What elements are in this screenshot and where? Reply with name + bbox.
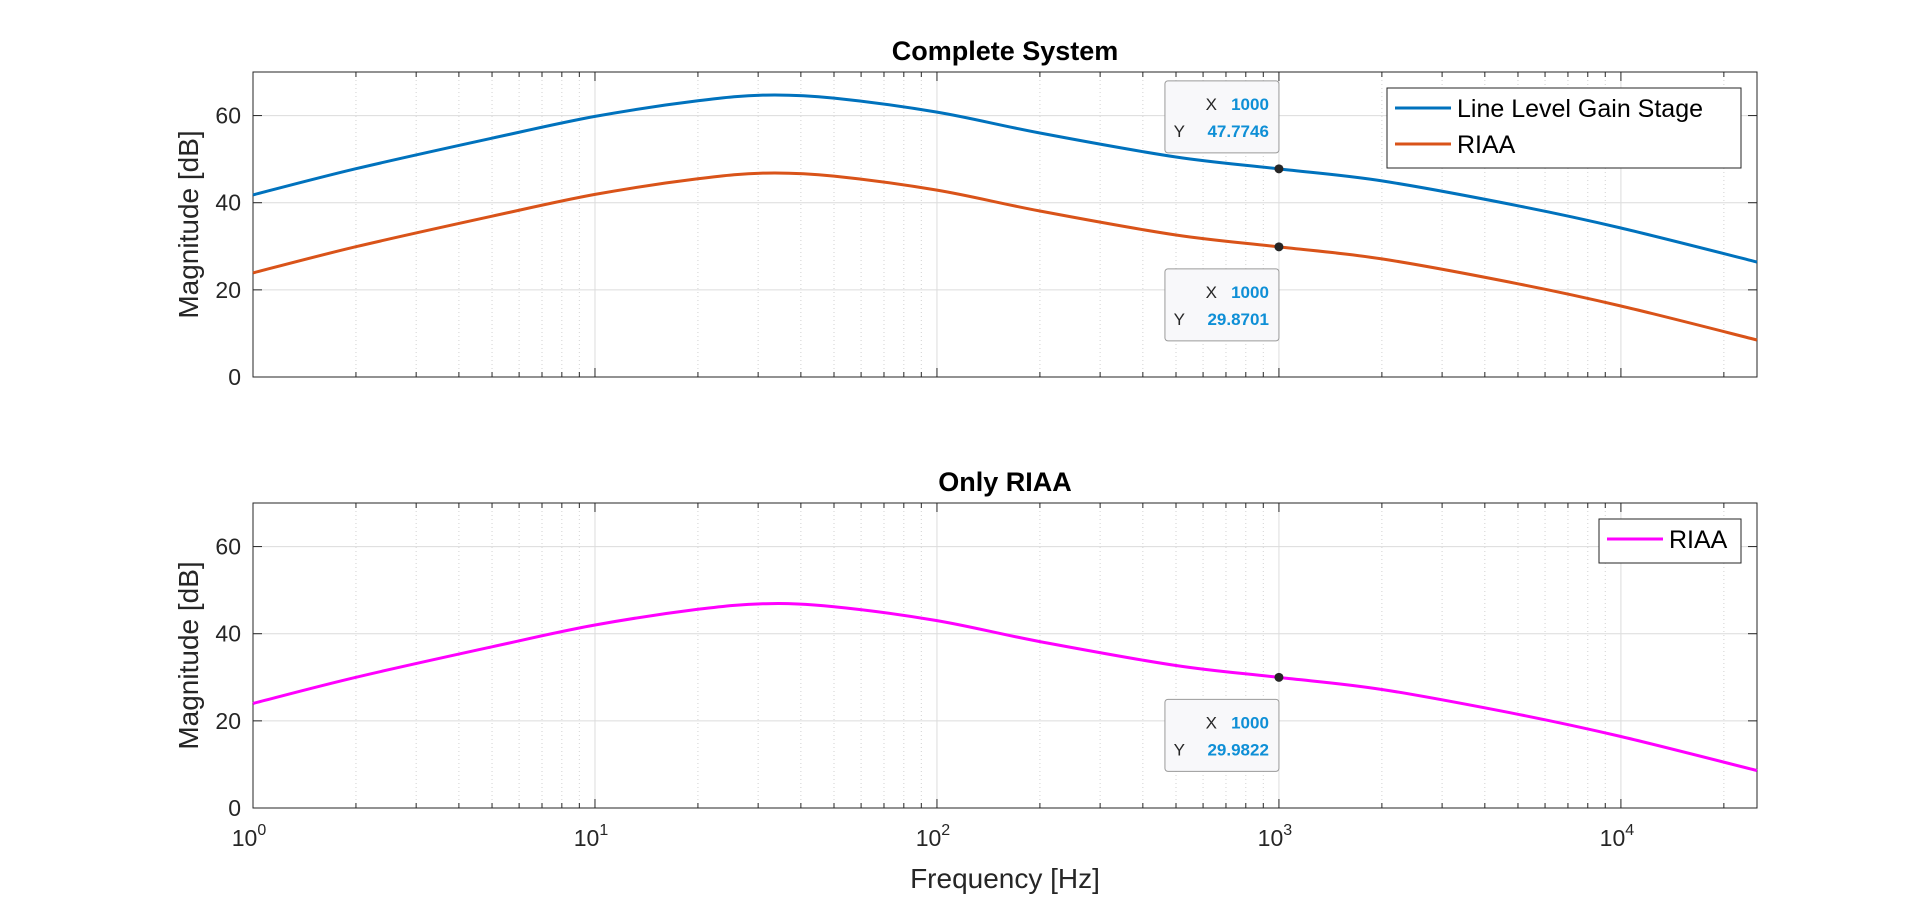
y-tick-label: 20 [215, 708, 241, 734]
x-tick-label: 102 [916, 822, 951, 851]
legend-label: Line Level Gain Stage [1457, 95, 1703, 123]
legend-box [1386, 87, 1742, 169]
datatip-marker [1274, 672, 1284, 682]
panel-only-riaa: 0 20 40 60 100 101 102 103 104 Frequency [Hz] Only… [173, 467, 1758, 894]
legend-label: RIAA [1457, 131, 1516, 159]
datatip-x-value: 1000 [1231, 713, 1269, 732]
chart-title: Complete System [892, 36, 1119, 66]
datatip-x-label: X [1206, 713, 1217, 732]
y-tick-label: 40 [215, 190, 241, 216]
datatip-box [1164, 698, 1280, 772]
x-tick-label: 104 [1600, 822, 1635, 851]
y-tick-label: 0 [228, 795, 241, 821]
datatip-y-value: 29.8701 [1207, 310, 1268, 329]
x-axis-label: Frequency [Hz] [910, 863, 1100, 894]
plot-area [253, 503, 1757, 808]
x-tick-label: 101 [574, 822, 609, 851]
datatip-y-label: Y [1174, 122, 1185, 141]
datatip-y-label: Y [1174, 740, 1185, 759]
datatip: X 1000 Y 47.7746 [1164, 80, 1284, 174]
legend-box [1598, 518, 1742, 564]
y-tick-label: 60 [215, 534, 241, 560]
y-axis-label: Magnitude [dB] [173, 561, 204, 749]
y-tick-label: 40 [215, 621, 241, 647]
datatip-marker [1274, 164, 1284, 174]
legend-label: RIAA [1669, 526, 1728, 554]
panel-complete-system: 0 20 40 60 Complete System Magnitude [dB] Line… [173, 36, 1758, 390]
datatip-box [1164, 268, 1280, 342]
datatip-y-label: Y [1174, 310, 1185, 329]
datatip-box [1164, 80, 1280, 154]
datatip-x-value: 1000 [1231, 95, 1269, 114]
legend: Line Level Gain Stage RIAA [1386, 87, 1742, 169]
x-tick-label: 100 [232, 822, 267, 851]
y-tick-label: 60 [215, 103, 241, 129]
series-line-riaa [252, 602, 1758, 772]
datatip: X 1000 Y 29.8701 [1164, 242, 1284, 342]
legend: RIAA [1598, 518, 1742, 564]
axes-box [252, 71, 1758, 378]
y-tick-label: 0 [228, 364, 241, 390]
series-line-line-level-gain-stage [252, 93, 1758, 264]
chart-title: Only RIAA [938, 467, 1072, 497]
axes-box [252, 502, 1758, 809]
datatip-x-label: X [1206, 95, 1217, 114]
datatip-x-label: X [1206, 283, 1217, 302]
datatip-y-value: 47.7746 [1207, 122, 1268, 141]
x-tick-label: 103 [1258, 822, 1293, 851]
datatip-x-value: 1000 [1231, 283, 1269, 302]
y-axis-label: Magnitude [dB] [173, 130, 204, 318]
datatip-y-value: 29.9822 [1207, 740, 1268, 759]
datatip: X 1000 Y 29.9822 [1164, 672, 1284, 772]
y-tick-label: 20 [215, 277, 241, 303]
datatip-marker [1274, 242, 1284, 252]
series-line-riaa [252, 171, 1758, 342]
